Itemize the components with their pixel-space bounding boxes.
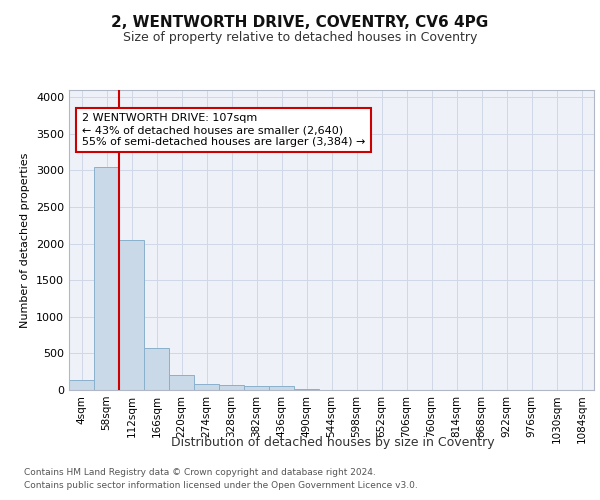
Text: Contains public sector information licensed under the Open Government Licence v3: Contains public sector information licen… xyxy=(24,480,418,490)
Bar xyxy=(269,386,294,390)
Bar xyxy=(244,386,269,390)
Text: 2, WENTWORTH DRIVE, COVENTRY, CV6 4PG: 2, WENTWORTH DRIVE, COVENTRY, CV6 4PG xyxy=(112,15,488,30)
Y-axis label: Number of detached properties: Number of detached properties xyxy=(20,152,31,328)
Bar xyxy=(94,167,119,390)
Text: Distribution of detached houses by size in Coventry: Distribution of detached houses by size … xyxy=(171,436,495,449)
Text: 2 WENTWORTH DRIVE: 107sqm
← 43% of detached houses are smaller (2,640)
55% of se: 2 WENTWORTH DRIVE: 107sqm ← 43% of detac… xyxy=(82,114,365,146)
Bar xyxy=(169,376,194,390)
Text: Contains HM Land Registry data © Crown copyright and database right 2024.: Contains HM Land Registry data © Crown c… xyxy=(24,468,376,477)
Bar xyxy=(219,385,244,390)
Text: Size of property relative to detached houses in Coventry: Size of property relative to detached ho… xyxy=(123,31,477,44)
Bar xyxy=(119,240,144,390)
Bar xyxy=(69,380,94,390)
Bar xyxy=(194,384,219,390)
Bar xyxy=(144,348,169,390)
